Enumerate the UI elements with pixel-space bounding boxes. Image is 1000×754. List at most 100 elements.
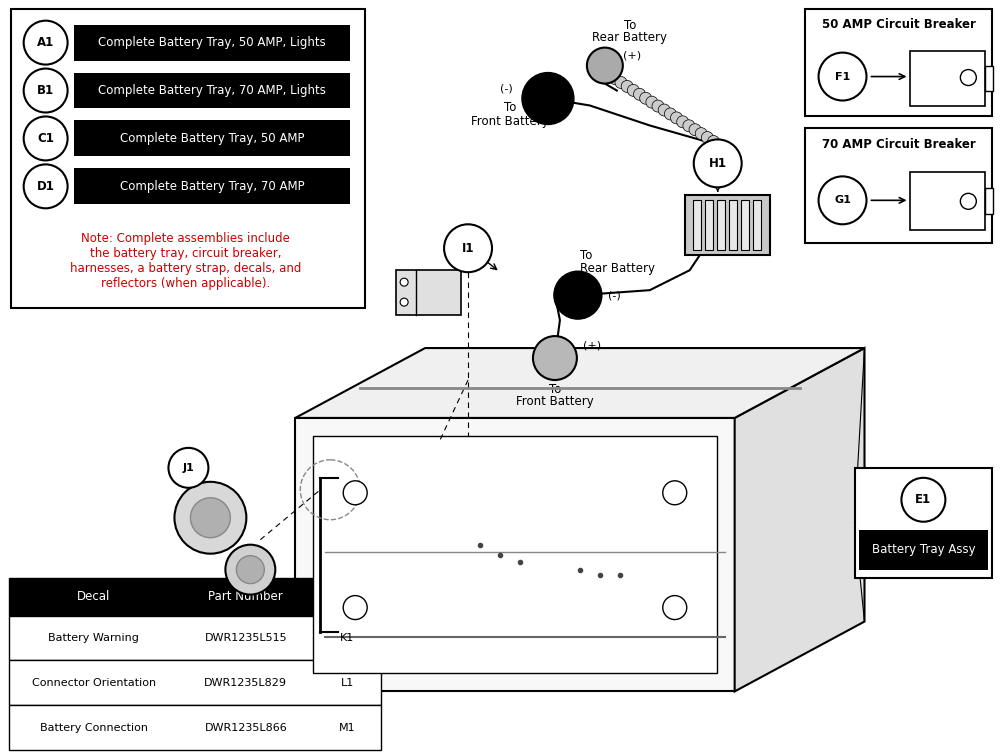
Text: J1: J1 <box>183 463 194 473</box>
Circle shape <box>960 69 976 85</box>
FancyBboxPatch shape <box>910 173 985 230</box>
FancyBboxPatch shape <box>11 9 365 308</box>
FancyBboxPatch shape <box>753 201 761 250</box>
Text: Rear Battery: Rear Battery <box>592 31 667 44</box>
Circle shape <box>634 88 646 100</box>
Text: A1: A1 <box>37 36 54 49</box>
Text: (+): (+) <box>623 51 641 60</box>
Text: K1: K1 <box>340 633 354 643</box>
Circle shape <box>190 498 230 538</box>
Text: 70 AMP Circuit Breaker: 70 AMP Circuit Breaker <box>822 138 975 151</box>
Polygon shape <box>295 348 864 418</box>
Text: Complete Battery Tray, 50 AMP, Lights: Complete Battery Tray, 50 AMP, Lights <box>98 36 326 49</box>
Text: Front Battery: Front Battery <box>471 115 549 128</box>
Circle shape <box>694 139 742 187</box>
Circle shape <box>671 112 683 124</box>
Text: DWR1235L866: DWR1235L866 <box>204 723 287 733</box>
Circle shape <box>343 481 367 504</box>
Circle shape <box>343 596 367 620</box>
Circle shape <box>652 100 664 112</box>
Circle shape <box>24 164 68 208</box>
Polygon shape <box>313 436 717 673</box>
Circle shape <box>701 131 713 143</box>
Circle shape <box>400 278 408 287</box>
Text: H1: H1 <box>709 157 727 170</box>
Circle shape <box>663 596 687 620</box>
Text: To: To <box>549 383 561 396</box>
FancyBboxPatch shape <box>685 195 770 255</box>
Circle shape <box>533 336 577 380</box>
Circle shape <box>24 20 68 65</box>
FancyBboxPatch shape <box>9 661 381 706</box>
FancyBboxPatch shape <box>741 201 749 250</box>
Text: G1: G1 <box>834 195 851 205</box>
Polygon shape <box>735 348 864 691</box>
Circle shape <box>587 48 623 84</box>
Text: L1: L1 <box>341 678 354 688</box>
Text: DWR1235L829: DWR1235L829 <box>204 678 287 688</box>
Circle shape <box>960 193 976 210</box>
Text: C1: C1 <box>37 132 54 145</box>
Circle shape <box>400 298 408 306</box>
Circle shape <box>663 481 687 504</box>
Text: 50 AMP Circuit Breaker: 50 AMP Circuit Breaker <box>822 18 975 31</box>
Text: Ref #: Ref # <box>331 590 364 603</box>
Text: D1: D1 <box>37 180 55 193</box>
Text: F1: F1 <box>835 72 850 81</box>
FancyBboxPatch shape <box>855 467 992 578</box>
Circle shape <box>168 448 208 488</box>
Text: To: To <box>504 100 516 114</box>
Circle shape <box>819 53 866 100</box>
Text: To: To <box>624 19 636 32</box>
Circle shape <box>24 116 68 161</box>
Circle shape <box>609 72 621 84</box>
Circle shape <box>689 124 701 136</box>
Circle shape <box>522 72 574 124</box>
Text: Complete Battery Tray, 70 AMP: Complete Battery Tray, 70 AMP <box>120 180 304 193</box>
Text: Complete Battery Tray, 70 AMP, Lights: Complete Battery Tray, 70 AMP, Lights <box>98 84 326 97</box>
FancyBboxPatch shape <box>805 9 992 116</box>
Circle shape <box>621 81 633 93</box>
Text: Battery Warning: Battery Warning <box>48 633 139 643</box>
Circle shape <box>677 116 689 128</box>
FancyBboxPatch shape <box>9 578 381 615</box>
FancyBboxPatch shape <box>859 530 988 569</box>
Text: Battery Tray Assy: Battery Tray Assy <box>872 543 975 556</box>
Circle shape <box>225 544 275 595</box>
FancyBboxPatch shape <box>74 72 350 109</box>
Text: Front Battery: Front Battery <box>516 395 594 408</box>
Circle shape <box>444 224 492 272</box>
Circle shape <box>640 92 652 104</box>
FancyBboxPatch shape <box>985 66 993 90</box>
Circle shape <box>714 139 726 152</box>
Circle shape <box>683 120 695 132</box>
FancyBboxPatch shape <box>729 201 737 250</box>
Text: (-): (-) <box>500 84 513 93</box>
Circle shape <box>615 76 627 88</box>
Circle shape <box>658 104 670 116</box>
Circle shape <box>646 97 658 108</box>
FancyBboxPatch shape <box>910 51 985 106</box>
Text: Battery Connection: Battery Connection <box>40 723 148 733</box>
FancyBboxPatch shape <box>74 168 350 204</box>
Circle shape <box>627 84 639 97</box>
Text: Complete Battery Tray, 50 AMP: Complete Battery Tray, 50 AMP <box>120 132 304 145</box>
Text: Note: Complete assemblies include
the battery tray, circuit breaker,
harnesses, : Note: Complete assemblies include the ba… <box>70 232 301 290</box>
FancyBboxPatch shape <box>9 615 381 661</box>
FancyBboxPatch shape <box>805 128 992 244</box>
Text: Rear Battery: Rear Battery <box>580 262 655 274</box>
Text: I1: I1 <box>462 242 474 255</box>
FancyBboxPatch shape <box>705 201 713 250</box>
Circle shape <box>174 482 246 553</box>
Circle shape <box>708 136 720 148</box>
Circle shape <box>554 271 602 319</box>
FancyBboxPatch shape <box>985 188 993 214</box>
FancyBboxPatch shape <box>717 201 725 250</box>
Text: Decal: Decal <box>77 590 110 603</box>
Text: B1: B1 <box>37 84 54 97</box>
Text: Connector Orientation: Connector Orientation <box>32 678 156 688</box>
Polygon shape <box>295 418 735 691</box>
Text: (-): (-) <box>608 290 621 300</box>
Text: DWR1235L515: DWR1235L515 <box>205 633 287 643</box>
Text: E1: E1 <box>915 493 931 506</box>
